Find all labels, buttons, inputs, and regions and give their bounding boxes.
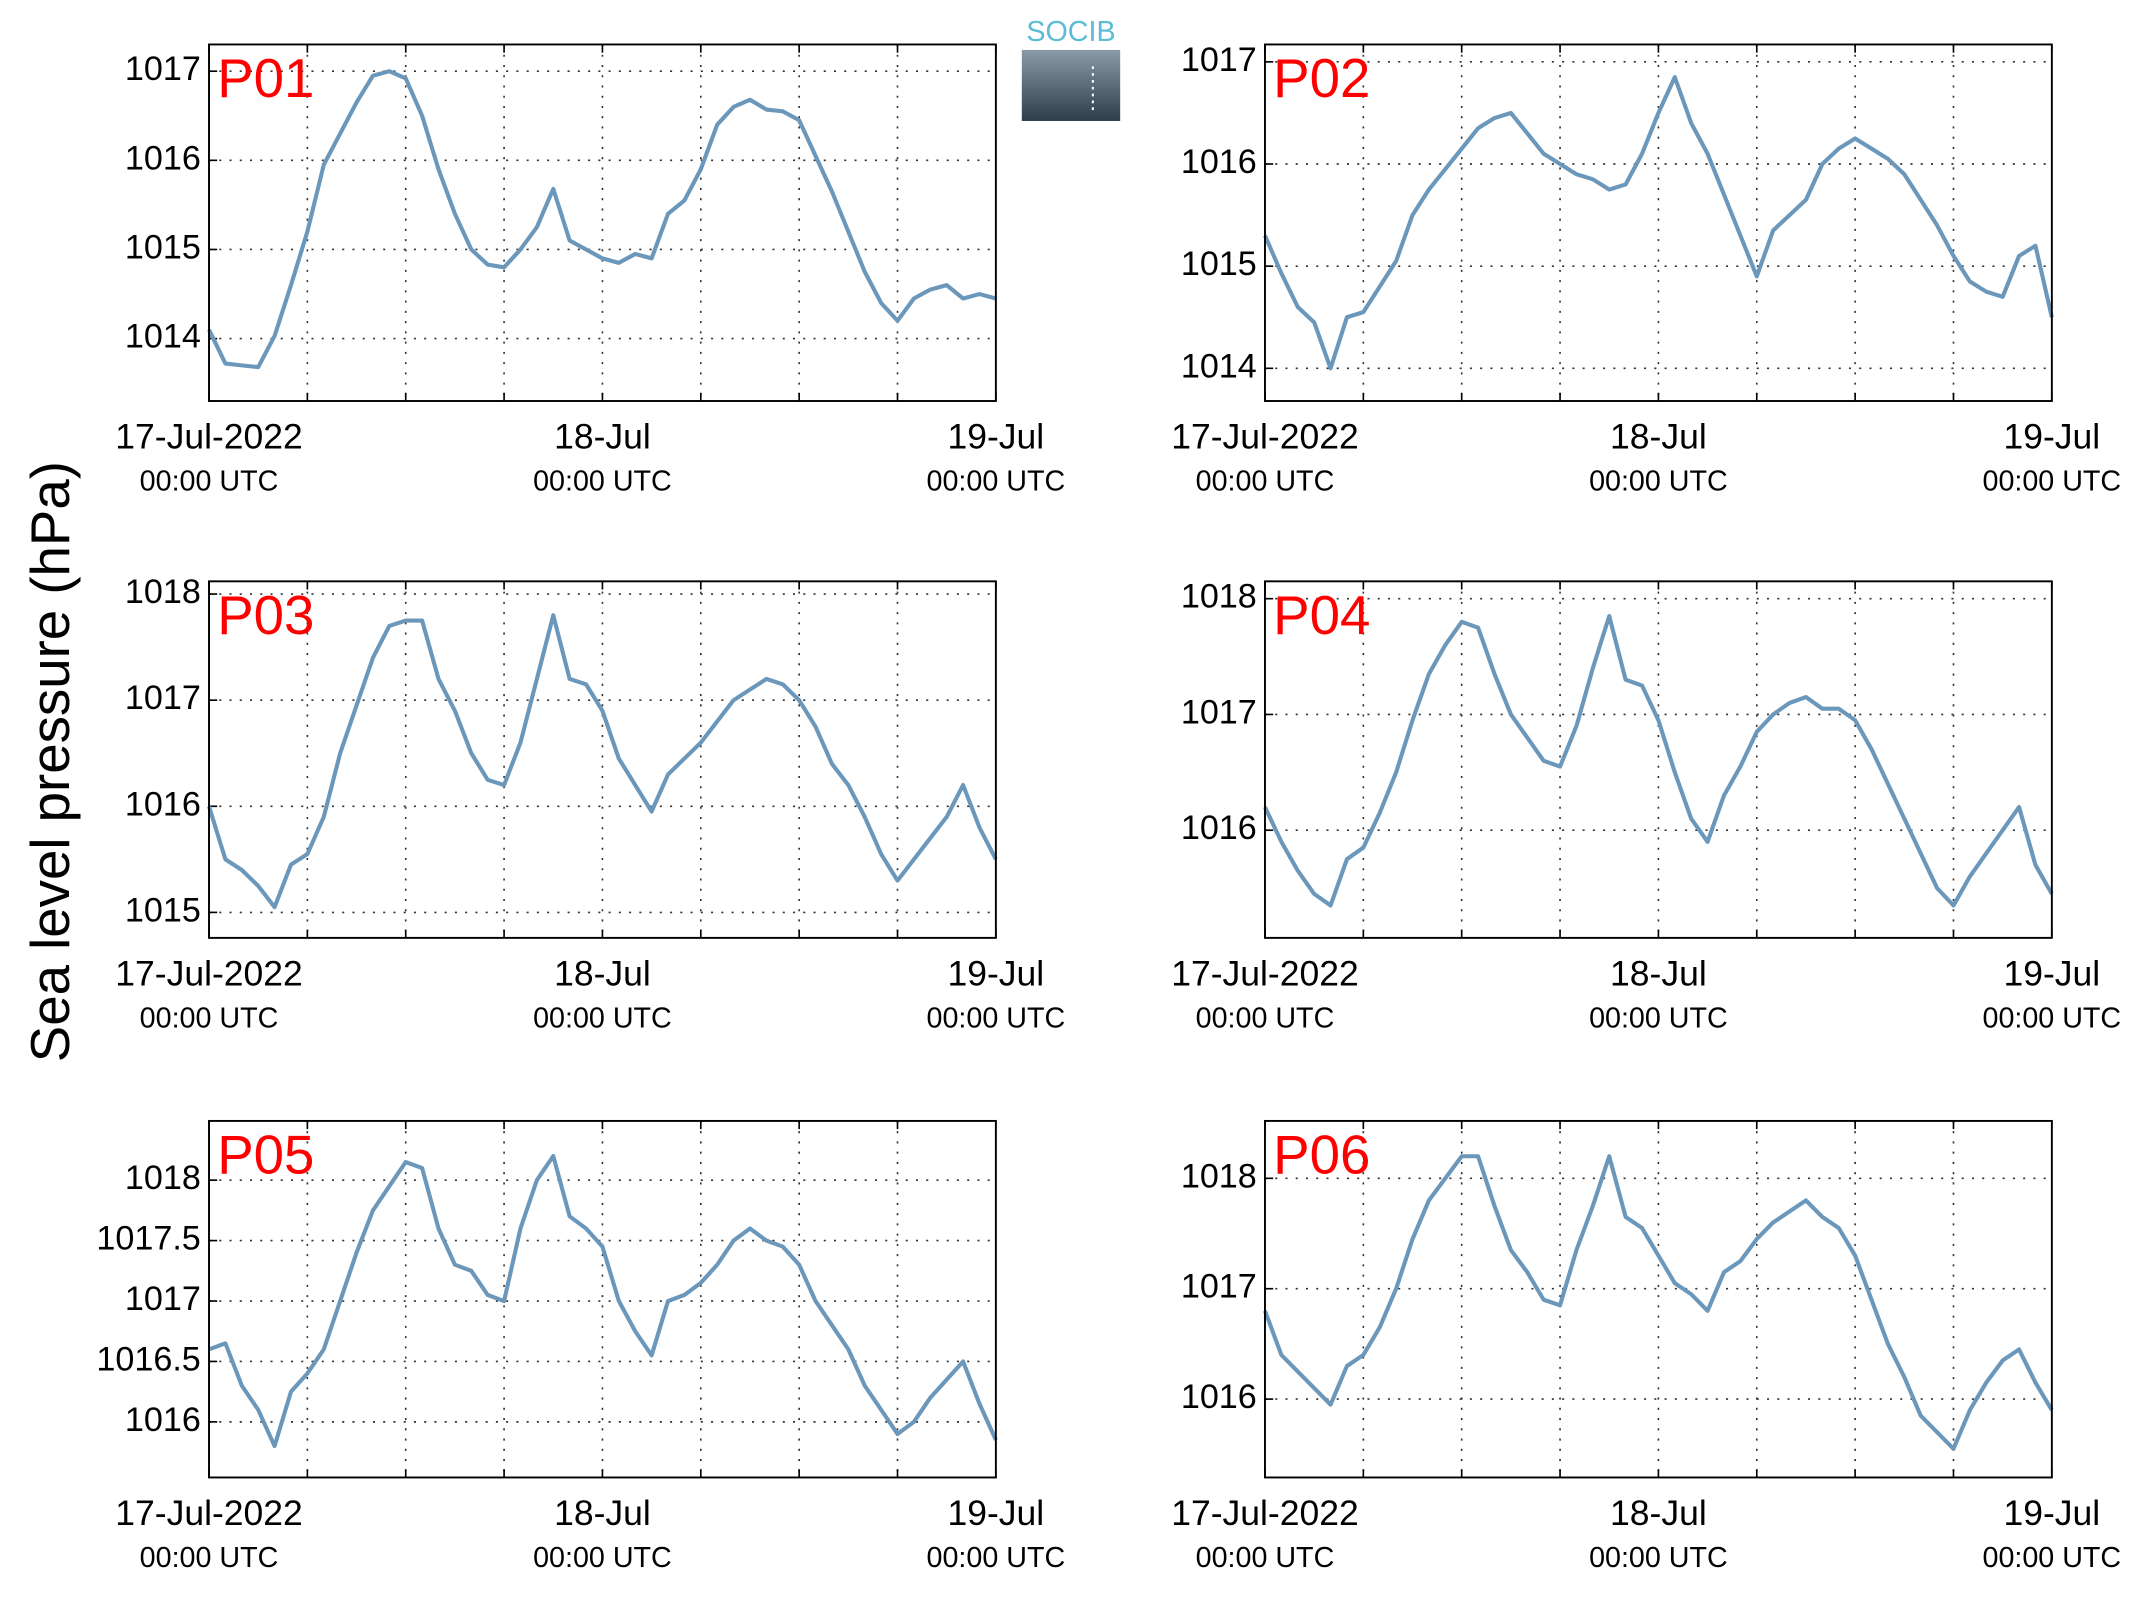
- y-tick-label: 1018: [1181, 1157, 1257, 1195]
- plot-frame: [208, 580, 997, 939]
- x-tick-sublabel: 00:00 UTC: [927, 1542, 1066, 1574]
- x-tick-label: 18-Jul: [554, 1493, 651, 1533]
- x-tick-sublabel: 00:00 UTC: [1983, 1542, 2122, 1574]
- x-tick-label: 19-Jul: [948, 1493, 1045, 1533]
- panel-title: P01: [217, 48, 314, 109]
- x-tick-sublabel: 00:00 UTC: [1983, 466, 2122, 498]
- y-tick-label: 1016: [1181, 809, 1257, 847]
- x-tick-sublabel: 00:00 UTC: [1196, 1002, 1335, 1034]
- y-tick-label: 1017: [1181, 693, 1257, 731]
- y-tick-label: 1018: [125, 573, 201, 611]
- data-line: [207, 69, 997, 370]
- x-tick-label: 18-Jul: [1610, 953, 1707, 993]
- panel: 1014 1015 1016 1017 17-Jul-2022 00:00 UTC 18-J…: [115, 43, 1066, 498]
- x-tick-sublabel: 00:00 UTC: [1589, 1002, 1728, 1034]
- logo-box: [1021, 49, 1121, 121]
- panel: 1016 1016.5 1017 1017.5 1018 17-Jul-2022 00:00…: [96, 1119, 1066, 1574]
- x-tick-sublabel: 00:00 UTC: [1983, 1002, 2122, 1034]
- panel-title: P03: [217, 585, 314, 646]
- panel-title: P06: [1273, 1125, 1370, 1186]
- x-tick-sublabel: 00:00 UTC: [927, 1002, 1066, 1034]
- y-tick-label: 1015: [125, 228, 201, 266]
- plot-frame: [1264, 43, 2053, 402]
- x-tick-label: 19-Jul: [948, 417, 1045, 457]
- logo: SOCIB: [1021, 16, 1121, 121]
- data-line: [1263, 1154, 2054, 1451]
- x-tick-label: 18-Jul: [1610, 1493, 1707, 1533]
- x-tick-label: 17-Jul-2022: [1171, 1493, 1358, 1533]
- y-tick-label: 1016: [1181, 1378, 1257, 1416]
- y-axis-label: Sea level pressure (hPa): [20, 461, 81, 1062]
- data-line: [1263, 614, 2054, 908]
- y-tick-label: 1017: [1181, 41, 1257, 79]
- y-tick-label: 1014: [125, 318, 201, 356]
- x-tick-label: 19-Jul: [2003, 1493, 2100, 1533]
- x-tick-label: 19-Jul: [2003, 417, 2100, 457]
- panel-title: P04: [1273, 585, 1370, 646]
- x-tick-sublabel: 00:00 UTC: [1196, 466, 1335, 498]
- x-tick-label: 19-Jul: [2003, 953, 2100, 993]
- y-tick-label: 1016: [1181, 143, 1257, 181]
- y-tick-label: 1015: [125, 891, 201, 929]
- data-line: [207, 613, 998, 910]
- y-tick-label: 1017: [125, 50, 201, 88]
- x-tick-label: 17-Jul-2022: [115, 417, 302, 457]
- plot-frame: [208, 43, 997, 402]
- y-tick-label: 1016: [125, 785, 201, 823]
- y-tick-label: 1017: [125, 679, 201, 717]
- y-tick-label: 1015: [1181, 245, 1257, 283]
- x-tick-label: 17-Jul-2022: [1171, 417, 1358, 457]
- y-tick-label: 1017.5: [96, 1220, 200, 1258]
- panel: 1015 1016 1017 1018 17-Jul-2022 00:00 UTC 18-J…: [115, 573, 1065, 1034]
- y-tick-label: 1018: [1181, 578, 1257, 616]
- x-tick-label: 18-Jul: [1610, 417, 1707, 457]
- x-tick-sublabel: 00:00 UTC: [140, 466, 279, 498]
- x-tick-sublabel: 00:00 UTC: [1589, 466, 1728, 498]
- panel-title: P02: [1273, 48, 1370, 109]
- x-tick-label: 17-Jul-2022: [1171, 953, 1358, 993]
- x-tick-sublabel: 00:00 UTC: [1589, 1542, 1728, 1574]
- y-tick-label: 1016: [125, 139, 201, 177]
- x-tick-sublabel: 00:00 UTC: [533, 1002, 672, 1034]
- x-tick-sublabel: 00:00 UTC: [140, 1002, 279, 1034]
- plot-frame: [208, 1119, 997, 1479]
- x-tick-label: 18-Jul: [554, 953, 651, 993]
- plot-frame: [1264, 1119, 2053, 1479]
- x-tick-sublabel: 00:00 UTC: [140, 1542, 279, 1574]
- y-tick-label: 1016: [125, 1401, 201, 1439]
- x-tick-label: 17-Jul-2022: [115, 953, 302, 993]
- x-tick-label: 18-Jul: [554, 417, 651, 457]
- x-tick-sublabel: 00:00 UTC: [1196, 1542, 1335, 1574]
- x-tick-sublabel: 00:00 UTC: [533, 466, 672, 498]
- y-tick-label: 1018: [125, 1159, 201, 1197]
- data-line: [208, 1153, 998, 1449]
- y-tick-label: 1014: [1181, 347, 1257, 385]
- x-tick-sublabel: 00:00 UTC: [533, 1542, 672, 1574]
- data-line: [1263, 75, 2054, 371]
- panel: 1014 1015 1016 1017 17-Jul-2022 00:00 UTC 18-J…: [1171, 41, 2121, 498]
- x-tick-sublabel: 00:00 UTC: [927, 466, 1066, 498]
- panel: 1016 1017 1018 17-Jul-2022 00:00 UTC 18-Jul 00…: [1171, 1119, 2122, 1574]
- logo-text: SOCIB: [1026, 16, 1115, 48]
- y-tick-label: 1016.5: [96, 1340, 200, 1378]
- y-tick-label: 1017: [125, 1280, 201, 1318]
- x-tick-label: 19-Jul: [948, 953, 1045, 993]
- panel-title: P05: [217, 1125, 314, 1186]
- x-tick-label: 17-Jul-2022: [115, 1493, 302, 1533]
- panel: 1016 1017 1018 17-Jul-2022 00:00 UTC 18-Jul 00…: [1171, 578, 2121, 1035]
- plot-frame: [1264, 580, 2053, 939]
- y-tick-label: 1017: [1181, 1268, 1257, 1306]
